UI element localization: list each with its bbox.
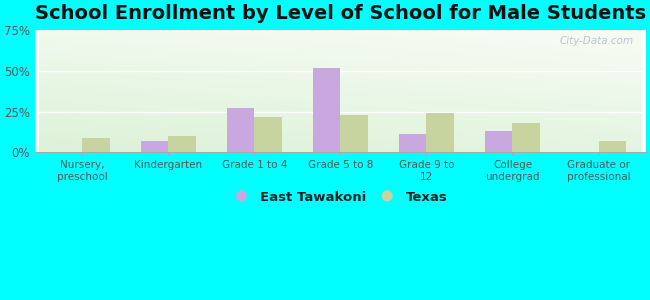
Bar — [83, 138, 110, 152]
Legend: East Tawakoni, Texas: East Tawakoni, Texas — [228, 186, 452, 209]
Bar — [512, 123, 540, 152]
Title: School Enrollment by Level of School for Male Students: School Enrollment by Level of School for… — [35, 4, 646, 23]
Bar — [599, 141, 626, 152]
Bar — [399, 134, 426, 152]
Bar — [141, 141, 168, 152]
Text: City-Data.com: City-Data.com — [560, 36, 634, 46]
Bar — [254, 116, 282, 152]
Bar — [426, 113, 454, 152]
Bar — [341, 115, 368, 152]
Bar — [485, 131, 512, 152]
Bar — [168, 136, 196, 152]
Bar — [313, 68, 341, 152]
Bar — [227, 108, 254, 152]
